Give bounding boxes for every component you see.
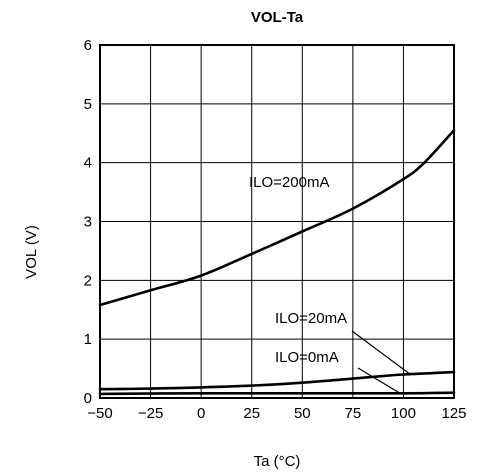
y-tick-label: 6 <box>84 37 92 54</box>
series-label: ILO=0mA <box>275 349 339 366</box>
x-tick-label: 50 <box>294 405 311 422</box>
x-tick-label: 0 <box>197 405 205 422</box>
y-tick-label: 1 <box>84 331 92 348</box>
y-axis-label: VOL (V) <box>23 225 40 279</box>
x-tick-label: 25 <box>243 405 260 422</box>
y-tick-label: 5 <box>84 96 92 113</box>
x-tick-label: 125 <box>441 405 466 422</box>
series-label: ILO=200mA <box>249 174 329 191</box>
x-axis-label: Ta (°C) <box>254 453 301 470</box>
y-tick-label: 2 <box>84 272 92 289</box>
plot-frame <box>99 44 455 399</box>
grid <box>99 44 455 399</box>
annotation-leader-line <box>351 330 411 375</box>
y-tick-label: 3 <box>84 214 92 231</box>
series-ilo-0ma-line <box>98 391 456 396</box>
x-tick-label: 75 <box>345 405 362 422</box>
x-tick-label: −25 <box>138 405 163 422</box>
chart-title: VOL-Ta <box>251 9 304 26</box>
x-tick-label: −50 <box>87 405 112 422</box>
series-ilo-20ma-line <box>98 370 456 391</box>
annotations: ILO=200mA ILO=20mA ILO=0mA <box>249 174 411 394</box>
y-tick-label: 4 <box>84 155 92 172</box>
series-label: ILO=20mA <box>275 310 347 327</box>
x-tick-label: 100 <box>391 405 416 422</box>
series-group <box>98 129 456 396</box>
series-ilo-200ma-line <box>98 129 456 307</box>
tick-labels: −50 −25 0 25 50 75 100 125 0 1 2 3 4 5 6 <box>84 37 467 422</box>
y-tick-label: 0 <box>84 390 92 407</box>
annotation-leader-line <box>357 367 401 394</box>
